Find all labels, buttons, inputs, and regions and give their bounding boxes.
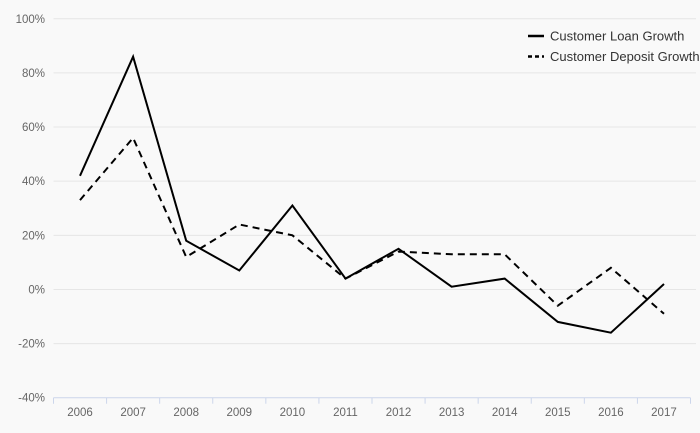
x-axis-label: 2007 <box>120 407 146 419</box>
y-axis-label: 60% <box>22 122 45 134</box>
x-axis-label: 2014 <box>492 407 518 419</box>
x-axis-label: 2006 <box>67 407 93 419</box>
y-axis-label: 40% <box>22 176 45 188</box>
x-axis-label: 2012 <box>386 407 412 419</box>
series-line-solid <box>79 53 665 334</box>
series-line-dashed <box>79 136 665 315</box>
legend-item-label[interactable]: Customer Deposit Growth <box>550 49 700 64</box>
legend-item-label[interactable]: Customer Loan Growth <box>550 29 684 44</box>
x-axis-label: 2008 <box>173 407 199 419</box>
x-axis-label: 2009 <box>226 407 252 419</box>
y-axis-label: 20% <box>22 230 45 242</box>
y-axis-label: -40% <box>18 393 45 405</box>
x-axis-label: 2011 <box>333 407 358 419</box>
y-axis-label: 0% <box>28 284 45 296</box>
x-axis-label: 2010 <box>280 407 306 419</box>
y-axis-label: 100% <box>16 14 45 26</box>
x-axis-label: 2013 <box>439 407 465 419</box>
y-axis-label: 80% <box>22 68 45 80</box>
y-axis-label: -20% <box>18 339 45 351</box>
x-axis-label: 2015 <box>545 407 571 419</box>
x-axis-label: 2017 <box>651 407 677 419</box>
x-axis-label: 2016 <box>598 407 624 419</box>
